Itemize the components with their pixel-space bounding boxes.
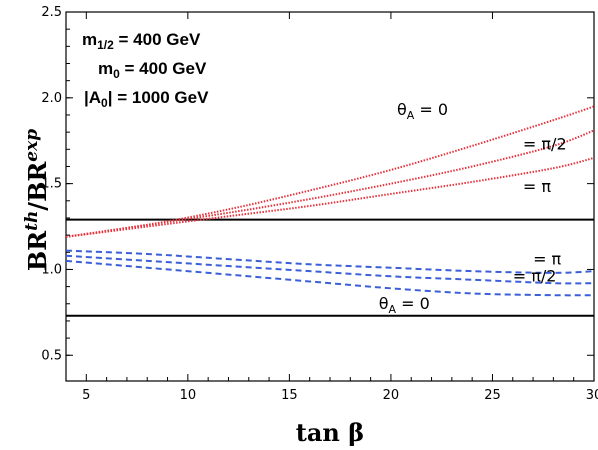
param-2-value: = 400 GeV xyxy=(120,59,207,78)
y-axis-label-part-1: th xyxy=(22,211,42,231)
param-1-value: = 400 GeV xyxy=(114,30,201,49)
y-tick-label-0: 0.5 xyxy=(41,348,62,363)
x-tick-label-4: 25 xyxy=(484,388,501,403)
curve-label-2: = π xyxy=(523,177,551,196)
x-tick-label-5: 30 xyxy=(586,388,598,403)
param-line-2: m0 = 400 GeV xyxy=(98,59,207,81)
y-axis-label: BRth/BRexp xyxy=(22,129,52,271)
series-group xyxy=(65,105,595,297)
series-line-0 xyxy=(65,105,595,238)
param-line-1: m1/2 = 400 GeV xyxy=(82,30,201,52)
curve-label-0-sub: A xyxy=(407,109,415,122)
experimental-bounds xyxy=(66,218,594,317)
x-tick-label-3: 20 xyxy=(383,388,400,403)
ticks-group: 5 10 15 20 25 30 0.5 1.0 1.5 2.0 2.5 xyxy=(41,5,598,403)
y-axis-label-part-2: /BR xyxy=(23,161,52,211)
param-1-name: m xyxy=(82,30,97,49)
curve-label-0-symbol: θ xyxy=(397,100,407,119)
param-line-3: |A0| = 1000 GeV xyxy=(84,88,209,110)
curve-label-5-sub: A xyxy=(389,303,397,316)
series-line-2 xyxy=(65,156,595,238)
curve-label-5: θA = 0 xyxy=(379,294,430,316)
curve-label-5-symbol: θ xyxy=(379,294,389,313)
curve-label-3: = π xyxy=(533,249,561,268)
y-tick-label-1: 1.0 xyxy=(41,262,62,277)
curve-label-2-rest: = π xyxy=(523,177,551,196)
curve-label-5-rest: = 0 xyxy=(396,294,430,313)
curve-label-4: = π/2 xyxy=(513,266,557,285)
param-3-sub: 0 xyxy=(101,96,108,110)
y-tick-label-4: 2.5 xyxy=(41,5,62,20)
x-axis-label-text: tan β xyxy=(296,418,364,447)
y-tick-label-2: 1.5 xyxy=(41,177,62,192)
param-2-sub: 0 xyxy=(113,67,120,81)
y-axis-label-part-0: BR xyxy=(23,230,52,271)
param-3-name: |A xyxy=(84,88,101,107)
curve-label-4-rest: = π/2 xyxy=(513,266,557,285)
x-tick-label-2: 15 xyxy=(281,388,298,403)
y-axis-label-part-3: exp xyxy=(22,129,42,162)
curve-labels-group: θA = 0= π/2= π= π= π/2θA = 0 xyxy=(379,100,567,316)
curve-label-0-rest: = 0 xyxy=(414,100,448,119)
curve-label-1-rest: = π/2 xyxy=(523,134,567,153)
y-tick-label-3: 2.0 xyxy=(41,91,62,106)
x-tick-label-1: 10 xyxy=(180,388,197,403)
curve-label-0: θA = 0 xyxy=(397,100,448,122)
curve-label-3-rest: = π xyxy=(533,249,561,268)
curve-label-1: = π/2 xyxy=(523,134,567,153)
x-tick-label-0: 5 xyxy=(82,388,90,403)
param-3-value: | = 1000 GeV xyxy=(108,88,209,107)
param-2-name: m xyxy=(98,59,113,78)
param-1-sub: 1/2 xyxy=(97,38,114,52)
x-axis-label: tan β xyxy=(296,418,364,447)
series-line-1 xyxy=(65,129,595,238)
